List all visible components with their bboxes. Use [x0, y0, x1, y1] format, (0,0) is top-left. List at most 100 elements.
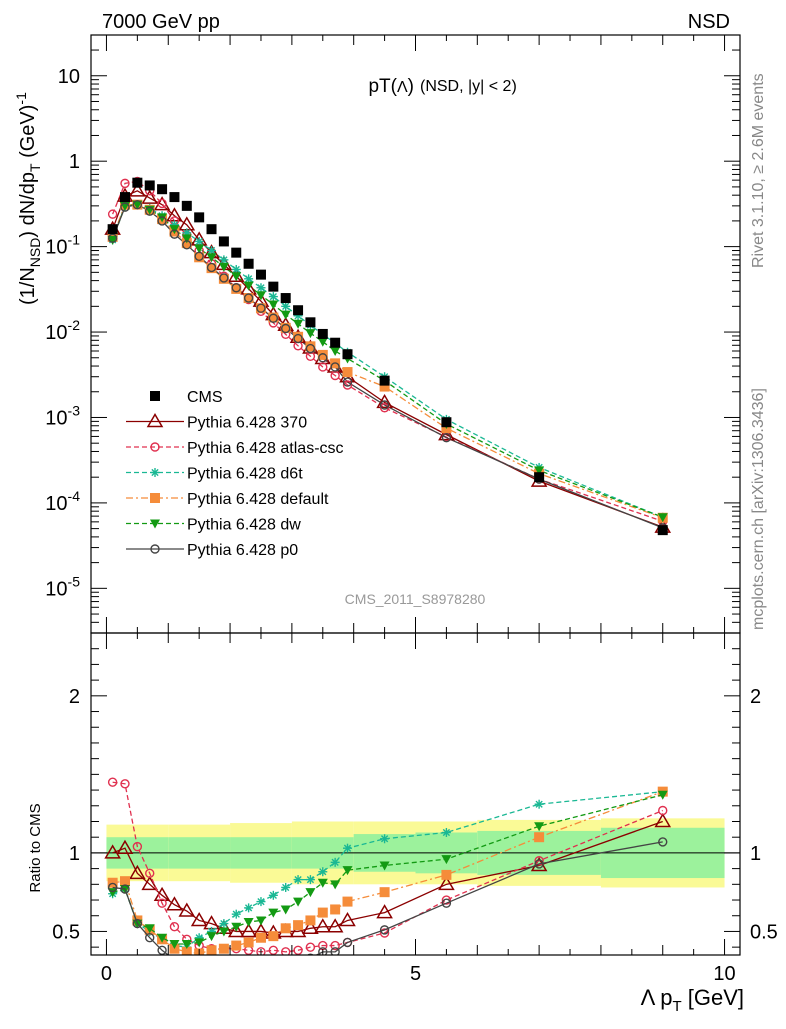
- ratio-point: [330, 857, 340, 867]
- ratio-point: [166, 896, 183, 911]
- ratio-point: [107, 882, 118, 893]
- y-tick-label: 10-3: [45, 402, 80, 429]
- data-point: [318, 362, 328, 372]
- y-tick-label: 10-4: [45, 488, 80, 515]
- data-point: [317, 349, 328, 360]
- ratio-point: [206, 932, 217, 942]
- ratio-point: [379, 925, 390, 935]
- ratio-point: [342, 866, 353, 876]
- ratio-point: [330, 947, 340, 955]
- data-point: [120, 178, 130, 189]
- data-point: [194, 244, 205, 254]
- axes: 0 5 10 10 1 10-1 10-2 10-3 10-4 10-5 0.5 0.5 1 1 2 2: [45, 34, 778, 985]
- x-axis-label: Λ pT [GeV]: [641, 985, 744, 1015]
- ratio-point: [231, 922, 242, 932]
- ratio-line: [112, 841, 663, 955]
- data-point: [342, 367, 353, 378]
- analysis-label: CMS_2011_S8978280: [345, 591, 486, 607]
- data-point: [243, 281, 254, 291]
- data-point: [107, 235, 118, 245]
- data-point: [441, 417, 452, 428]
- ratio-point: [268, 931, 279, 942]
- data-point: [317, 328, 328, 339]
- ratio-point: [119, 876, 130, 887]
- title-pt: pT(: [368, 76, 397, 97]
- data-point: [169, 192, 180, 203]
- data-point: [255, 291, 266, 301]
- data-point: [268, 312, 279, 323]
- data-point: [534, 472, 545, 483]
- data-point: [206, 262, 217, 273]
- ratio-point: [441, 898, 452, 908]
- ratio-point: [306, 953, 314, 955]
- ratio-point: [255, 932, 266, 943]
- data-point: [256, 283, 266, 293]
- ratio-point: [657, 790, 668, 800]
- data-point: [132, 177, 143, 188]
- data-point: [330, 337, 341, 348]
- y-tick-label: 10: [58, 66, 80, 88]
- data-point: [206, 263, 217, 274]
- plot-title-main: pT(Λ): [368, 76, 414, 97]
- data-point: [268, 300, 279, 310]
- data-point: [280, 310, 291, 320]
- data-point: [305, 343, 316, 354]
- data-point: [534, 466, 545, 476]
- legend-item-cms: CMS: [150, 389, 223, 406]
- ratio-point: [441, 895, 452, 905]
- ratio-point: [257, 959, 265, 967]
- ratio-point: [318, 867, 328, 877]
- data-point: [107, 233, 118, 244]
- legend-label: Pythia 6.428 dw: [187, 517, 301, 534]
- ratio-point: [280, 905, 291, 915]
- data-point: [231, 272, 242, 282]
- x-tick-label: 0: [101, 963, 112, 985]
- data-point: [132, 200, 143, 210]
- legend-item-pythia-6-428-default: Pythia 6.428 default: [126, 491, 329, 508]
- data-point: [379, 375, 390, 386]
- data-point: [231, 283, 241, 293]
- ratio-point: [157, 933, 168, 943]
- ratio-point: [330, 940, 340, 951]
- ratio-point: [220, 960, 228, 968]
- legend-label: Pythia 6.428 default: [187, 491, 329, 508]
- ratio-point: [194, 938, 205, 948]
- ratio-point: [654, 812, 672, 828]
- ratio-point: [244, 903, 254, 913]
- ratio-point: [330, 904, 341, 915]
- ratio-point: [268, 908, 279, 918]
- data-point: [379, 403, 390, 413]
- data-point: [657, 525, 668, 536]
- ratio-point: [208, 960, 216, 968]
- data-point: [268, 281, 279, 292]
- ratio-point: [245, 960, 253, 968]
- title-lambda: Λ: [397, 79, 408, 96]
- plot-title-cut: (NSD, |y| < 2): [420, 78, 517, 95]
- ratio-point: [379, 861, 390, 871]
- data-point: [280, 322, 291, 333]
- ratio-point: [218, 943, 229, 954]
- ratio-point: [231, 940, 242, 951]
- ratio-pythia-6-428-dw: [107, 790, 668, 950]
- data-point: [129, 182, 146, 197]
- ratio-point: [120, 779, 130, 789]
- ratio-point: [305, 888, 316, 898]
- ratio-point: [145, 933, 155, 943]
- legend-label: Pythia 6.428 d6t: [187, 466, 303, 483]
- header-energy: 7000 GeV pp: [102, 11, 220, 33]
- legend-marker: [146, 413, 164, 428]
- ratio-point: [379, 928, 390, 938]
- ratio-line: [112, 820, 663, 934]
- ratio-point: [317, 907, 328, 918]
- rivet-version-label: Rivet 3.1.10, ≥ 2.6M events: [750, 73, 767, 268]
- ratio-point: [227, 922, 245, 938]
- data-point: [157, 213, 168, 223]
- ratio-point: [144, 924, 155, 934]
- ratio-point: [268, 890, 278, 900]
- data-point: [194, 252, 205, 263]
- ratio-point: [294, 957, 302, 965]
- ratio-point: [293, 945, 303, 955]
- ratio-y-tick-label: 2: [69, 686, 80, 708]
- ratio-point: [305, 942, 316, 952]
- ratio-point: [169, 940, 180, 950]
